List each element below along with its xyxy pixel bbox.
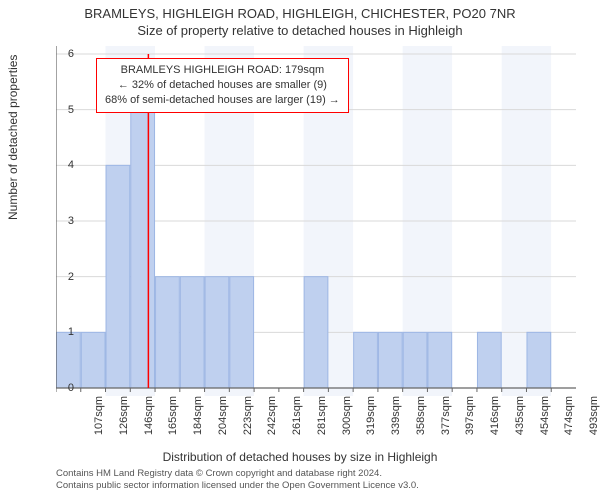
info-line-1: BRAMLEYS HIGHLEIGH ROAD: 179sqm: [105, 63, 340, 78]
x-tick-label: 435sqm: [514, 396, 526, 435]
x-tick-label: 146sqm: [143, 396, 155, 435]
x-tick-label: 223sqm: [242, 396, 254, 435]
x-tick-label: 377sqm: [440, 396, 452, 435]
y-tick-label: 6: [68, 48, 74, 60]
x-tick-label: 165sqm: [167, 396, 179, 435]
chart-plot-area: BRAMLEYS HIGHLEIGH ROAD: 179sqm ← 32% of…: [56, 46, 576, 396]
x-tick-label: 126sqm: [118, 396, 130, 435]
attribution-text: Contains HM Land Registry data © Crown c…: [56, 468, 419, 493]
chart-title-sub: Size of property relative to detached ho…: [0, 21, 600, 42]
y-tick-label: 2: [68, 271, 74, 283]
x-tick-label: 493sqm: [588, 396, 600, 435]
x-tick-label: 339sqm: [390, 396, 402, 435]
x-tick-label: 242sqm: [266, 396, 278, 435]
chart-title-main: BRAMLEYS, HIGHLEIGH ROAD, HIGHLEIGH, CHI…: [0, 0, 600, 21]
x-tick-label: 358sqm: [415, 396, 427, 435]
y-tick-label: 0: [68, 382, 74, 394]
x-tick-label: 300sqm: [341, 396, 353, 435]
x-tick-label: 397sqm: [465, 396, 477, 435]
info-box: BRAMLEYS HIGHLEIGH ROAD: 179sqm ← 32% of…: [96, 58, 349, 113]
y-tick-label: 1: [68, 326, 74, 338]
attribution-line-1: Contains HM Land Registry data © Crown c…: [56, 468, 419, 480]
info-line-2: ← 32% of detached houses are smaller (9): [105, 78, 340, 93]
x-tick-label: 281sqm: [316, 396, 328, 435]
info-line-3: 68% of semi-detached houses are larger (…: [105, 93, 340, 108]
y-tick-label: 3: [68, 215, 74, 227]
x-tick-label: 184sqm: [192, 396, 204, 435]
x-tick-label: 261sqm: [291, 396, 303, 435]
x-tick-label: 319sqm: [366, 396, 378, 435]
x-tick-label: 454sqm: [539, 396, 551, 435]
y-tick-label: 5: [68, 104, 74, 116]
x-tick-label: 416sqm: [489, 396, 501, 435]
x-tick-label: 474sqm: [564, 396, 576, 435]
attribution-line-2: Contains public sector information licen…: [56, 480, 419, 492]
x-axis-label: Distribution of detached houses by size …: [0, 450, 600, 464]
y-axis-label: Number of detached properties: [6, 55, 20, 220]
x-tick-label: 107sqm: [93, 396, 105, 435]
y-tick-label: 4: [68, 159, 74, 171]
x-tick-label: 204sqm: [217, 396, 229, 435]
